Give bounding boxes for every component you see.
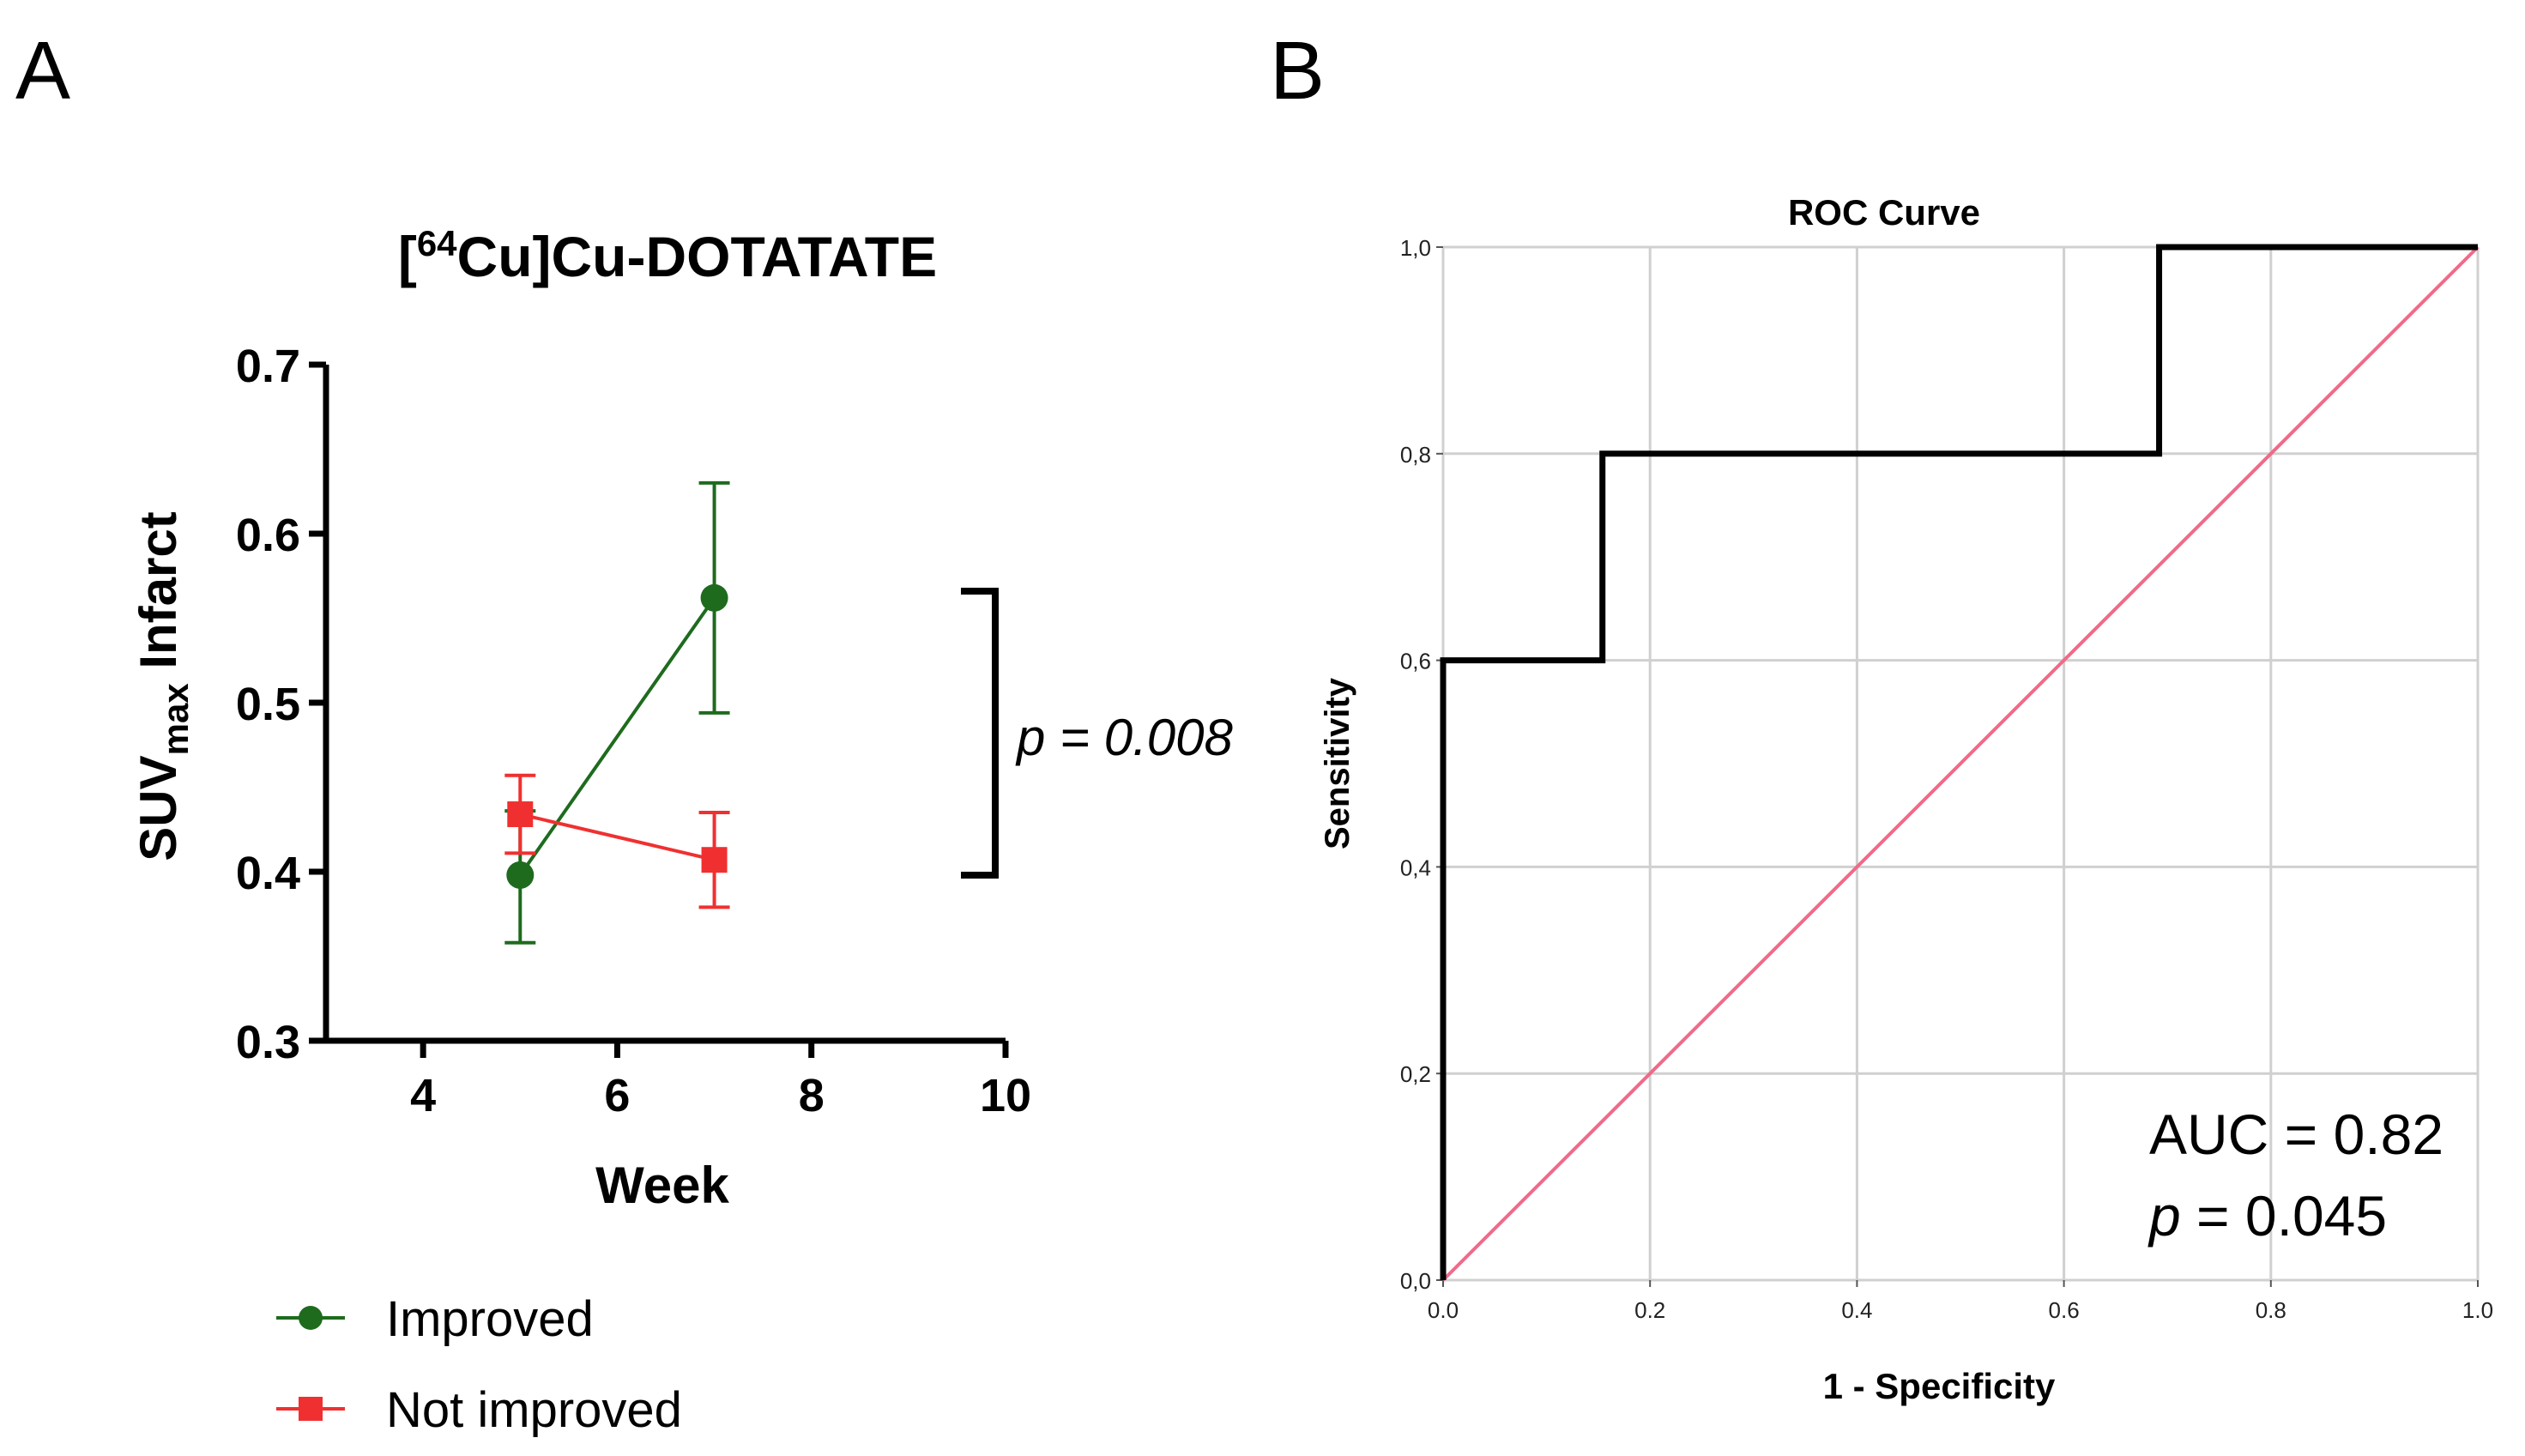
- panel-b-x-tick-label: 0.2: [1634, 1297, 1665, 1323]
- improved-point: [700, 583, 728, 612]
- panel-a-y-tick-label: 0.7: [236, 341, 300, 392]
- panel-b-y-tick-label: 0,0: [1400, 1268, 1431, 1294]
- panel-b-x-tick-label: 0.8: [2256, 1297, 2286, 1323]
- panel-b-y-tick-label: 0,4: [1400, 855, 1431, 880]
- panel-a-y-tick-label: 0.3: [236, 1017, 300, 1068]
- legend-not-improved-marker: [299, 1397, 323, 1421]
- auc-annotation: AUC = 0.82: [2149, 1103, 2443, 1166]
- panel-a-chart: [64Cu]Cu-DOTATATE SUVmax Infarct Week 0.…: [130, 223, 1234, 1438]
- significance-bracket: [961, 587, 999, 879]
- panel-a-marks: [504, 480, 730, 945]
- panel-a-ticks: 0.3 0.4 0.5 0.6 0.7 4 6 8 10: [236, 341, 1031, 1121]
- panel-b-y-tick-label: 0,6: [1400, 649, 1431, 674]
- panel-a-x-tick-label: 8: [799, 1070, 825, 1121]
- not-improved-point: [701, 847, 728, 873]
- panel-b-x-tick-label: 1.0: [2462, 1297, 2493, 1323]
- legend-improved-label: Improved: [386, 1291, 594, 1347]
- roc-p-value-annotation: p = 0.045: [2147, 1184, 2387, 1248]
- panel-b-ticks: 0,0 0,2 0,4 0,6 0,8 1,0 0.0 0.2 0.4 0.6 0.8 1.0: [1400, 235, 2493, 1323]
- reference-diagonal-line: [1441, 245, 2480, 1282]
- panel-a-axes: [323, 365, 1006, 1044]
- panel-b-x-tick-label: 0.0: [1428, 1297, 1459, 1323]
- panel-a-y-axis-label: SUVmax Infarct: [130, 511, 196, 861]
- panel-a-y-tick-label: 0.4: [236, 848, 300, 899]
- panel-b-x-axis-label: 1 - Specificity: [1823, 1366, 2056, 1406]
- not-improved-point: [507, 801, 534, 828]
- panel-a-x-axis-label: Week: [595, 1157, 729, 1214]
- panel-b-x-tick-label: 0.4: [1841, 1297, 1872, 1323]
- panel-a-y-tick-label: 0.5: [236, 679, 300, 730]
- panel-a-x-tick-label: 4: [410, 1070, 436, 1121]
- panel-a-x-tick-label: 6: [604, 1070, 630, 1121]
- panel-b-y-tick-label: 1,0: [1400, 235, 1431, 261]
- panel-b-y-tick-label: 0,8: [1400, 442, 1431, 468]
- panel-a-y-tick-label: 0.6: [236, 510, 300, 561]
- legend-not-improved-label: Not improved: [386, 1382, 682, 1438]
- legend-improved-marker: [299, 1306, 323, 1330]
- panel-label-b: B: [1270, 25, 1325, 117]
- improved-point: [506, 861, 535, 889]
- panel-b-grid: [1441, 245, 2480, 1282]
- panel-b-x-tick-label: 0.6: [2049, 1297, 2080, 1323]
- panel-label-a: A: [15, 25, 70, 117]
- p-value-annotation: p = 0.008: [1015, 709, 1234, 766]
- panel-a-legend: Improved Not improved: [276, 1291, 682, 1438]
- panel-b-title: ROC Curve: [1788, 192, 1980, 233]
- panel-b-y-axis-label: Sensitivity: [1319, 677, 1356, 849]
- panel-b-marks: [1440, 244, 2480, 1282]
- improved-series-line: [518, 596, 716, 877]
- panel-b-y-tick-label: 0,2: [1400, 1061, 1431, 1087]
- not-improved-series-line: [519, 813, 716, 862]
- panel-b-chart: ROC Curve Sensitivity 1 - Specificity 0,…: [1319, 192, 2493, 1406]
- roc-curve-line: [1440, 244, 2478, 1280]
- panel-a-title: [64Cu]Cu-DOTATATE: [398, 223, 937, 288]
- panel-a-x-tick-label: 10: [980, 1070, 1031, 1121]
